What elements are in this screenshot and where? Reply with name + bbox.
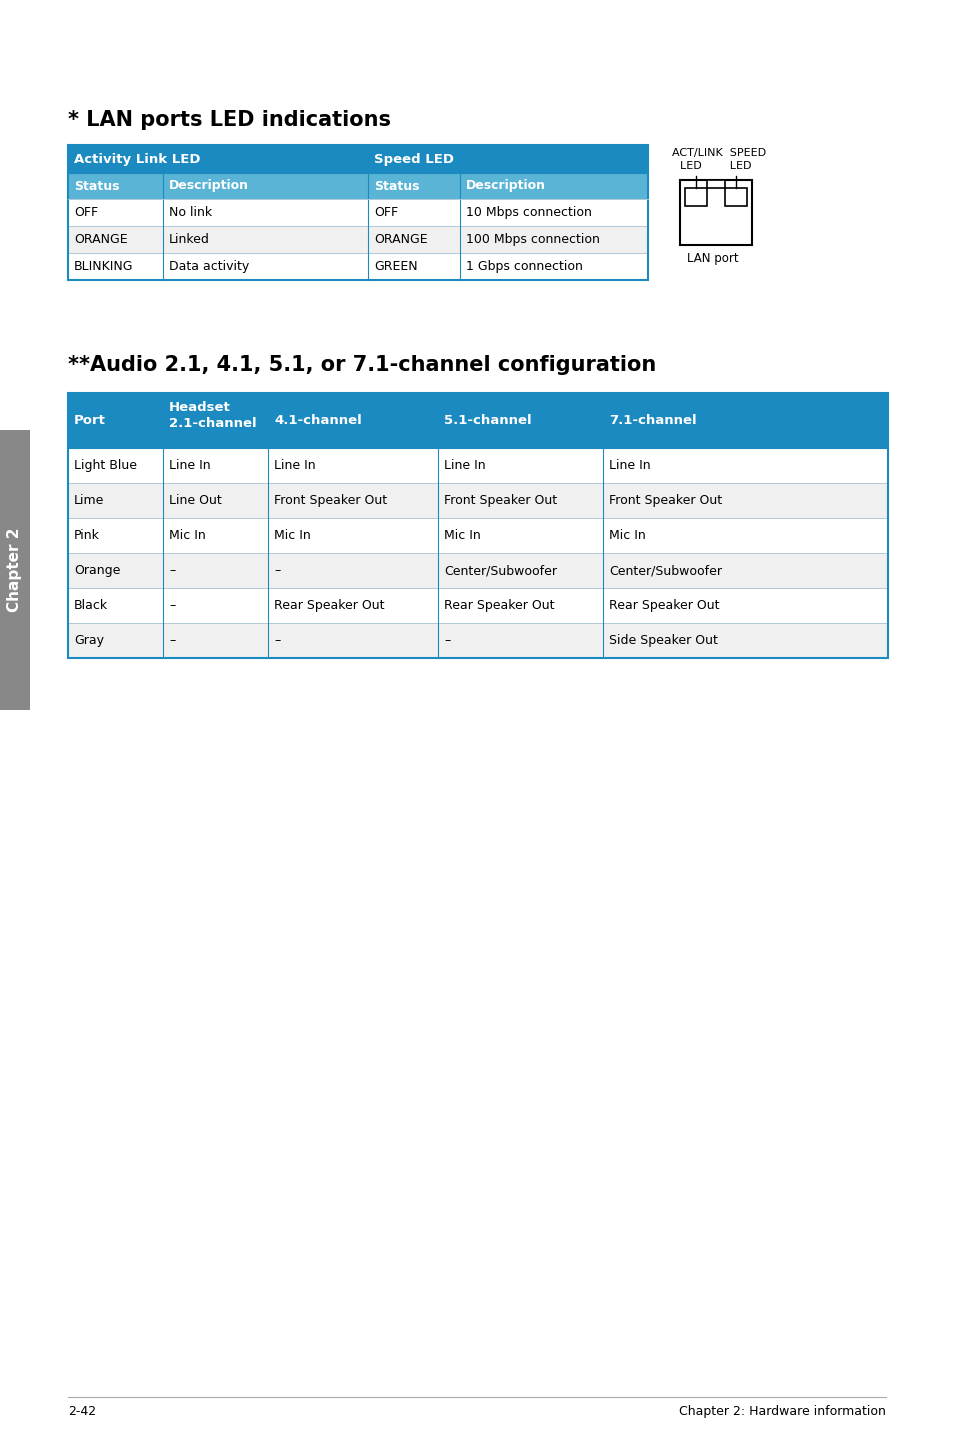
Text: 2.1-channel: 2.1-channel: [169, 417, 256, 430]
Text: Side Speaker Out: Side Speaker Out: [608, 634, 717, 647]
Text: Linked: Linked: [169, 233, 210, 246]
Text: 5.1-channel: 5.1-channel: [443, 414, 531, 427]
Text: Black: Black: [74, 600, 108, 613]
Text: Status: Status: [374, 180, 419, 193]
Text: Line In: Line In: [169, 459, 211, 472]
Bar: [0, 430, 30, 710]
Bar: [68, 623, 887, 659]
Text: Description: Description: [169, 180, 249, 193]
Text: * LAN ports LED indications: * LAN ports LED indications: [68, 109, 391, 129]
Text: –: –: [274, 564, 280, 577]
Bar: [68, 198, 647, 226]
Text: LED        LED: LED LED: [679, 161, 751, 171]
Text: 7.1-channel: 7.1-channel: [608, 414, 696, 427]
Bar: [68, 226, 647, 253]
Text: 1 Gbps connection: 1 Gbps connection: [465, 260, 582, 273]
Text: –: –: [274, 634, 280, 647]
Text: Mic In: Mic In: [443, 529, 480, 542]
Text: Rear Speaker Out: Rear Speaker Out: [274, 600, 384, 613]
Text: Data activity: Data activity: [169, 260, 249, 273]
Bar: [68, 449, 887, 483]
Text: OFF: OFF: [374, 206, 397, 219]
Bar: [724, 188, 746, 206]
Text: 2-42: 2-42: [68, 1405, 96, 1418]
Text: –: –: [169, 634, 175, 647]
Text: Front Speaker Out: Front Speaker Out: [274, 495, 387, 508]
Text: Line Out: Line Out: [169, 495, 221, 508]
Bar: [679, 180, 751, 244]
Text: Front Speaker Out: Front Speaker Out: [443, 495, 557, 508]
Text: Front Speaker Out: Front Speaker Out: [608, 495, 721, 508]
Text: LAN port: LAN port: [686, 252, 738, 265]
Text: –: –: [169, 600, 175, 613]
Text: Mic In: Mic In: [274, 529, 311, 542]
Text: Speed LED: Speed LED: [374, 152, 454, 165]
Text: Light Blue: Light Blue: [74, 459, 137, 472]
Text: ORANGE: ORANGE: [74, 233, 128, 246]
Bar: [68, 173, 647, 198]
Text: –: –: [443, 634, 450, 647]
Text: Center/Subwoofer: Center/Subwoofer: [443, 564, 557, 577]
Text: Line In: Line In: [608, 459, 650, 472]
Text: Activity Link LED: Activity Link LED: [74, 152, 200, 165]
Text: GREEN: GREEN: [374, 260, 417, 273]
Text: Port: Port: [74, 414, 106, 427]
Text: Mic In: Mic In: [169, 529, 206, 542]
Text: Rear Speaker Out: Rear Speaker Out: [608, 600, 719, 613]
Text: ACT/LINK  SPEED: ACT/LINK SPEED: [671, 148, 765, 158]
Bar: [706, 180, 724, 188]
Text: Status: Status: [74, 180, 119, 193]
Text: No link: No link: [169, 206, 212, 219]
Text: Rear Speaker Out: Rear Speaker Out: [443, 600, 554, 613]
Text: BLINKING: BLINKING: [74, 260, 133, 273]
Bar: [68, 518, 887, 554]
Text: Center/Subwoofer: Center/Subwoofer: [608, 564, 721, 577]
Bar: [68, 253, 647, 280]
Text: 10 Mbps connection: 10 Mbps connection: [465, 206, 591, 219]
Text: Chapter 2: Chapter 2: [8, 528, 23, 613]
Text: –: –: [169, 564, 175, 577]
Text: OFF: OFF: [74, 206, 98, 219]
Bar: [68, 145, 647, 173]
Text: Description: Description: [465, 180, 545, 193]
Text: **Audio 2.1, 4.1, 5.1, or 7.1-channel configuration: **Audio 2.1, 4.1, 5.1, or 7.1-channel co…: [68, 355, 656, 375]
Text: ORANGE: ORANGE: [374, 233, 427, 246]
Text: Chapter 2: Hardware information: Chapter 2: Hardware information: [679, 1405, 885, 1418]
Text: Line In: Line In: [443, 459, 485, 472]
Text: Lime: Lime: [74, 495, 104, 508]
Bar: [68, 393, 887, 449]
Bar: [68, 145, 647, 280]
Text: Headset: Headset: [169, 401, 231, 414]
Bar: [684, 188, 706, 206]
Bar: [68, 393, 887, 659]
Text: 4.1-channel: 4.1-channel: [274, 414, 361, 427]
Text: 100 Mbps connection: 100 Mbps connection: [465, 233, 599, 246]
Bar: [706, 180, 724, 188]
Bar: [68, 588, 887, 623]
Text: Pink: Pink: [74, 529, 100, 542]
Text: Line In: Line In: [274, 459, 315, 472]
Text: Gray: Gray: [74, 634, 104, 647]
Text: Mic In: Mic In: [608, 529, 645, 542]
Bar: [68, 483, 887, 518]
Text: Orange: Orange: [74, 564, 120, 577]
Bar: [68, 554, 887, 588]
